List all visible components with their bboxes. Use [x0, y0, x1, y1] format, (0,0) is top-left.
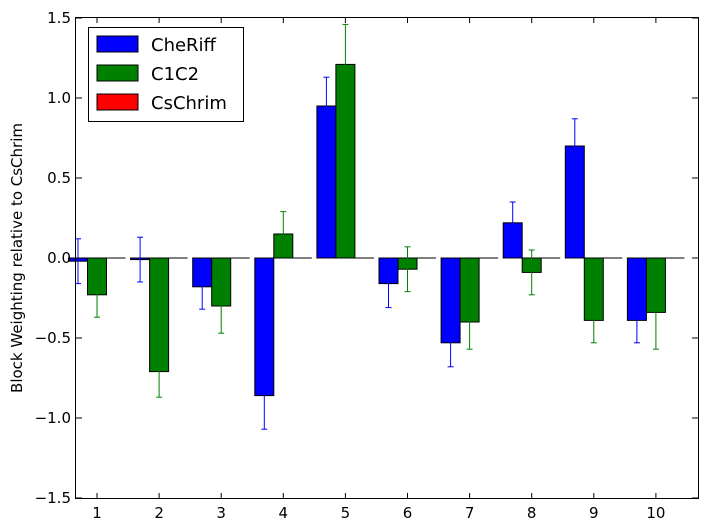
x-tick-label-2: 2	[154, 504, 164, 522]
legend-swatch-c1c2	[96, 64, 139, 82]
error-bars-layer	[75, 23, 659, 430]
y-tick-label-0: −1.5	[35, 489, 71, 507]
axis-ticks: 1 2 3 4 5 6 7 8 9 10 −1.5 −1.0 −0.5 0.0 0.5 1.0 1.5	[35, 9, 698, 522]
x-tick-label-3: 3	[216, 504, 226, 522]
y-tick-label-1: −1.0	[35, 409, 71, 427]
x-tick-label-1: 1	[92, 504, 102, 522]
legend-label-c1c2: C1C2	[151, 64, 199, 85]
y-tick-label-6: 1.5	[47, 9, 71, 27]
y-tick-label-5: 1.0	[47, 89, 71, 107]
legend: CheRiff C1C2 CsChrim	[88, 27, 244, 122]
y-tick-label-4: 0.5	[47, 169, 71, 187]
x-tick-label-10: 10	[646, 504, 665, 522]
x-tick-label-7: 7	[465, 504, 475, 522]
legend-swatch-cschrim	[96, 93, 139, 111]
x-tick-label-5: 5	[341, 504, 351, 522]
y-tick-label-2: −0.5	[35, 329, 71, 347]
y-axis-label: Block Weighting relative to CsChrim	[8, 123, 26, 393]
y-tick-label-3: 0.0	[47, 249, 71, 267]
x-tick-label-9: 9	[589, 504, 599, 522]
plot-frame	[75, 17, 699, 499]
bars-layer	[68, 63, 685, 397]
legend-swatch-cheriff	[96, 35, 139, 53]
legend-label-cheriff: CheRiff	[151, 35, 217, 56]
x-tick-label-4: 4	[279, 504, 289, 522]
x-tick-label-6: 6	[403, 504, 413, 522]
x-tick-label-8: 8	[527, 504, 537, 522]
legend-label-cschrim: CsChrim	[151, 93, 227, 114]
